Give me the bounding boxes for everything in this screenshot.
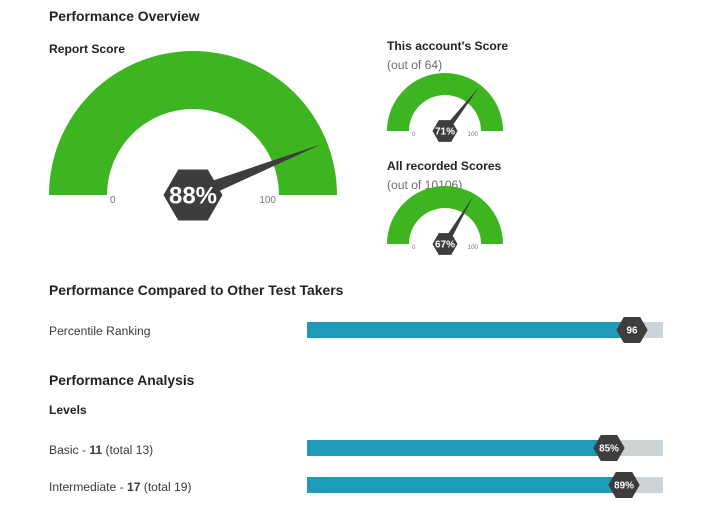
svg-text:85%: 85% [599, 443, 619, 454]
svg-text:100: 100 [259, 195, 276, 206]
svg-text:67%: 67% [435, 239, 455, 250]
svg-text:0: 0 [110, 195, 116, 206]
svg-text:96: 96 [627, 325, 638, 336]
svg-text:88%: 88% [169, 182, 217, 209]
svg-text:100: 100 [468, 130, 479, 137]
svg-text:0: 0 [412, 244, 416, 251]
svg-text:0: 0 [412, 130, 416, 137]
svg-text:71%: 71% [435, 126, 455, 137]
svg-text:100: 100 [468, 244, 479, 251]
svg-text:89%: 89% [614, 480, 634, 491]
